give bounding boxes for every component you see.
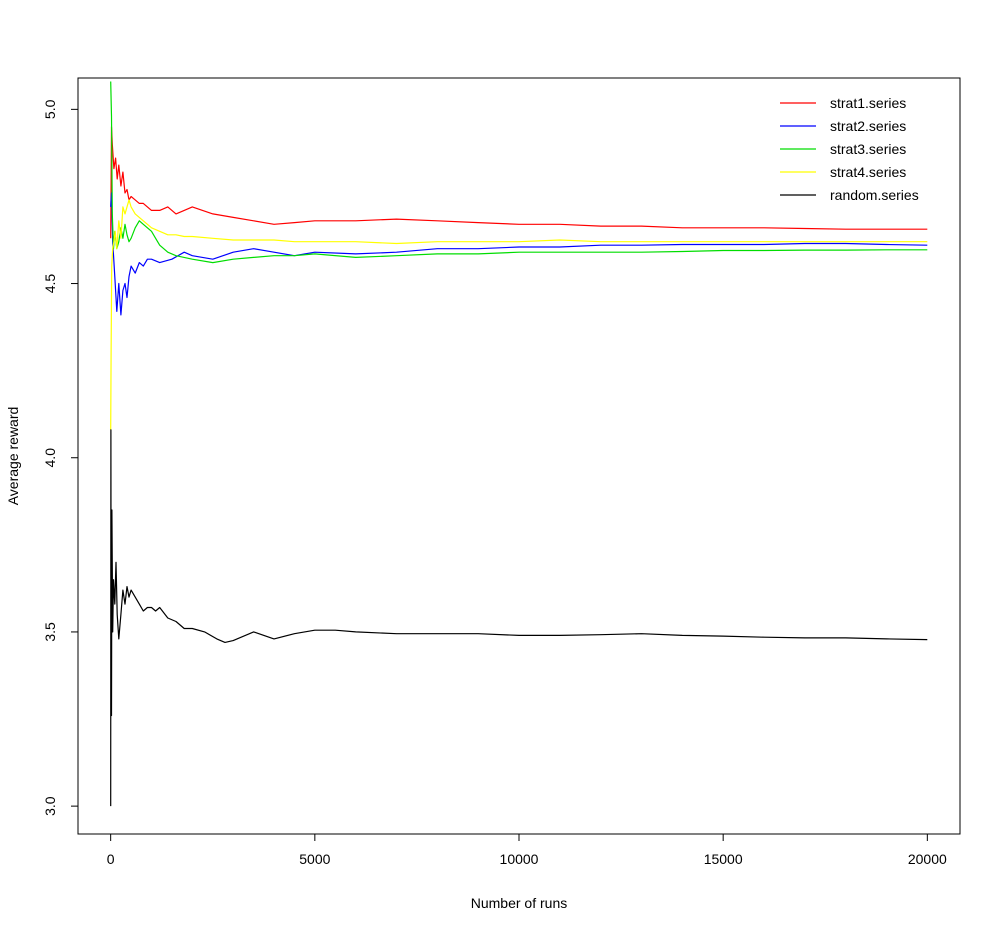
x-tick-label: 15000 bbox=[704, 851, 743, 867]
series-line-random-series bbox=[110, 429, 928, 807]
series-line-strat2-series bbox=[110, 192, 928, 316]
series-line-strat4-series bbox=[110, 199, 928, 430]
legend-label: strat3.series bbox=[830, 141, 906, 157]
legend-label: strat4.series bbox=[830, 164, 906, 180]
x-axis: 0 5000 10000 15000 20000 bbox=[107, 833, 947, 867]
x-tick-label: 0 bbox=[107, 851, 115, 867]
y-tick-label: 4.5 bbox=[42, 274, 58, 294]
series-layer bbox=[110, 81, 928, 807]
legend-label: strat1.series bbox=[830, 95, 906, 111]
y-tick-label: 4.0 bbox=[42, 448, 58, 468]
y-tick-label: 3.5 bbox=[42, 622, 58, 642]
x-tick-label: 10000 bbox=[500, 851, 539, 867]
y-tick-label: 5.0 bbox=[42, 99, 58, 119]
x-tick-label: 5000 bbox=[299, 851, 330, 867]
x-tick-label: 20000 bbox=[908, 851, 947, 867]
y-axis: 3.0 3.5 4.0 4.5 5.0 bbox=[42, 99, 79, 816]
y-tick-label: 3.0 bbox=[42, 796, 58, 816]
legend-label: strat2.series bbox=[830, 118, 906, 134]
x-axis-title: Number of runs bbox=[471, 895, 567, 911]
legend-label: random.series bbox=[830, 187, 919, 203]
y-axis-title: Average reward bbox=[5, 407, 21, 506]
legend: strat1.series strat2.series strat3.series s… bbox=[780, 95, 919, 203]
series-line-strat1-series bbox=[110, 126, 928, 239]
